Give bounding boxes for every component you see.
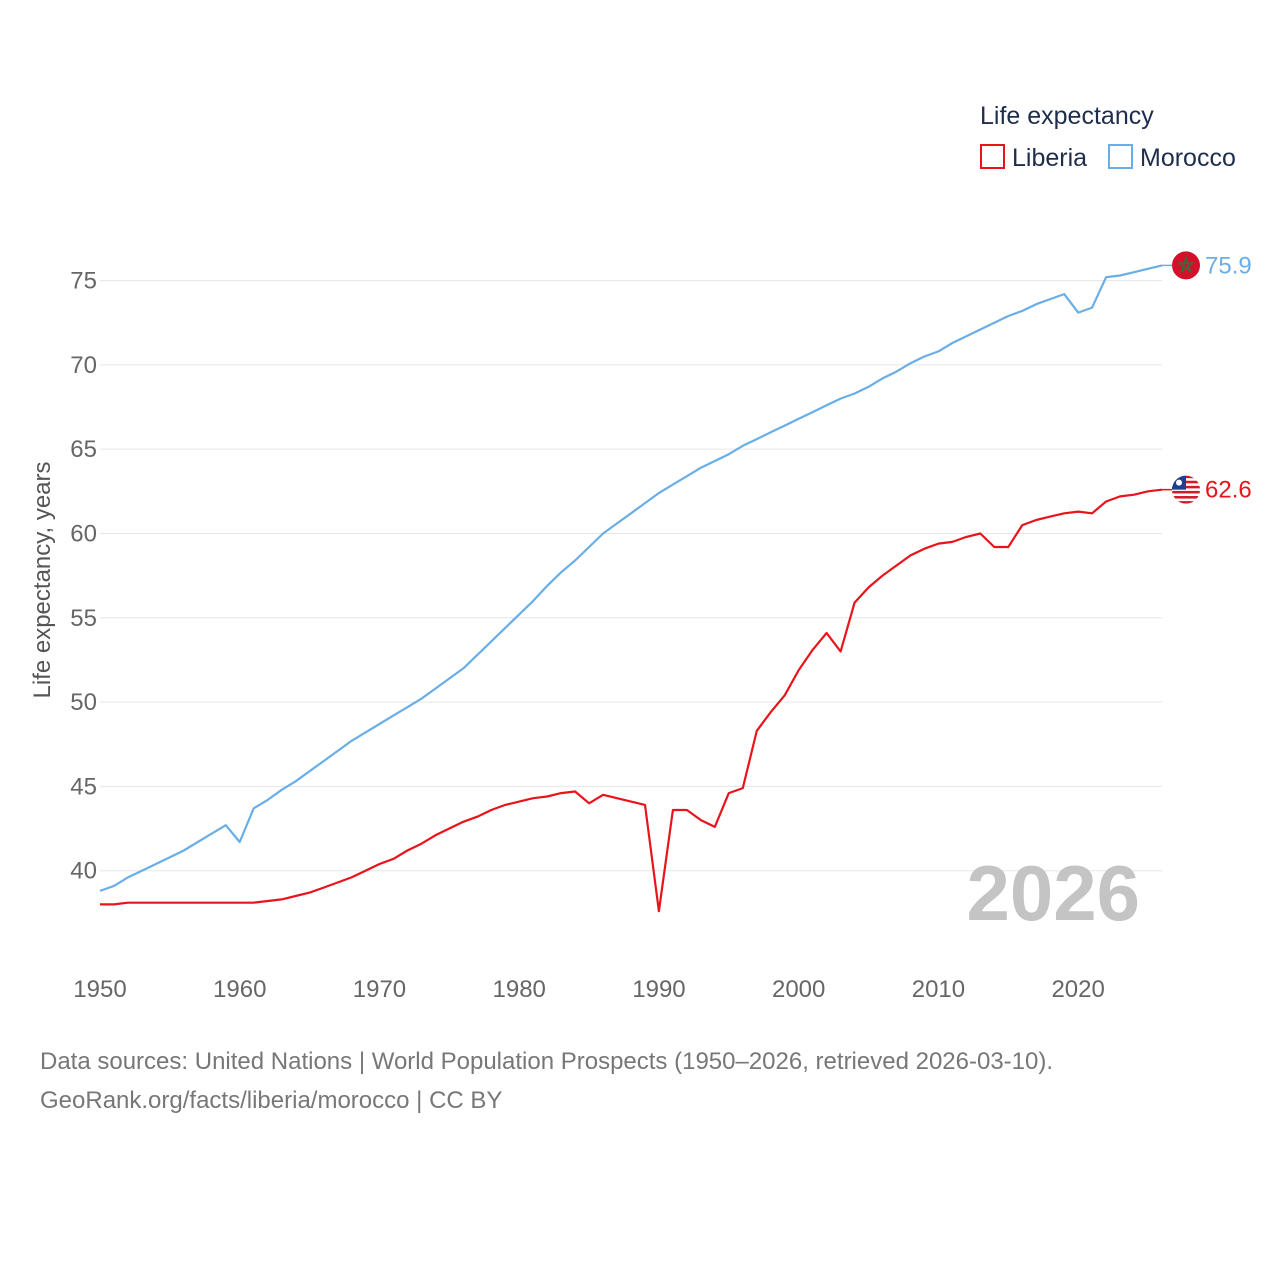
x-tick-label-1950: 1950 xyxy=(73,976,126,1003)
x-tick-label-2020: 2020 xyxy=(1051,976,1104,1003)
series-end-markers: 62.6 75.9 xyxy=(1162,251,1252,504)
legend-label-morocco: Morocco xyxy=(1140,144,1236,172)
y-tick-label-40: 40 xyxy=(70,858,97,885)
series-line-liberia xyxy=(100,488,1163,913)
legend-label-liberia: Liberia xyxy=(1012,144,1087,172)
x-tick-label-2000: 2000 xyxy=(772,976,825,1003)
line-chart: 40 45 50 55 60 65 70 75 1950 1960 1970 1980 1990 200… xyxy=(29,102,1252,1003)
legend-swatch-liberia xyxy=(980,144,1005,169)
x-tick-label-1960: 1960 xyxy=(213,976,266,1003)
year-watermark: 2026 xyxy=(966,849,1140,937)
x-tick-label-1980: 1980 xyxy=(493,976,546,1003)
x-tick-label-1970: 1970 xyxy=(353,976,406,1003)
y-tick-label-70: 70 xyxy=(70,352,97,379)
source-line-1: Data sources: United Nations | World Pop… xyxy=(40,1048,1054,1075)
y-axis-title: Life expectancy, years xyxy=(29,461,56,698)
morocco-flag-icon xyxy=(1172,251,1200,280)
x-tick-label-1990: 1990 xyxy=(632,976,685,1003)
y-tick-label-55: 55 xyxy=(70,605,97,632)
legend-item-liberia[interactable]: Liberia xyxy=(980,144,1087,172)
y-tick-label-45: 45 xyxy=(70,773,97,800)
legend-swatch-morocco xyxy=(1108,144,1133,169)
liberia-flag-icon xyxy=(1172,475,1200,504)
y-axis-ticks: 40 45 50 55 60 65 70 75 xyxy=(70,268,97,885)
y-tick-label-75: 75 xyxy=(70,268,97,295)
legend-title: Life expectancy xyxy=(980,102,1154,130)
source-line-2[interactable]: GeoRank.org/facts/liberia/morocco | CC B… xyxy=(40,1087,503,1114)
legend-item-morocco[interactable]: Morocco xyxy=(1108,144,1236,172)
end-value-label-liberia: 62.6 xyxy=(1205,477,1252,504)
series-line-morocco xyxy=(99,264,1163,892)
x-axis-ticks: 1950 1960 1970 1980 1990 2000 2010 2020 xyxy=(73,976,1105,1003)
series-lines xyxy=(99,264,1163,913)
end-value-label-morocco: 75.9 xyxy=(1205,252,1252,279)
source-note: Data sources: United Nations | World Pop… xyxy=(40,1042,1053,1120)
y-tick-label-65: 65 xyxy=(70,436,97,463)
y-tick-label-50: 50 xyxy=(70,689,97,716)
x-tick-label-2010: 2010 xyxy=(912,976,965,1003)
y-tick-label-60: 60 xyxy=(70,520,97,547)
gridlines xyxy=(100,280,1162,872)
legend: Life expectancy Liberia Morocco xyxy=(980,102,1236,172)
